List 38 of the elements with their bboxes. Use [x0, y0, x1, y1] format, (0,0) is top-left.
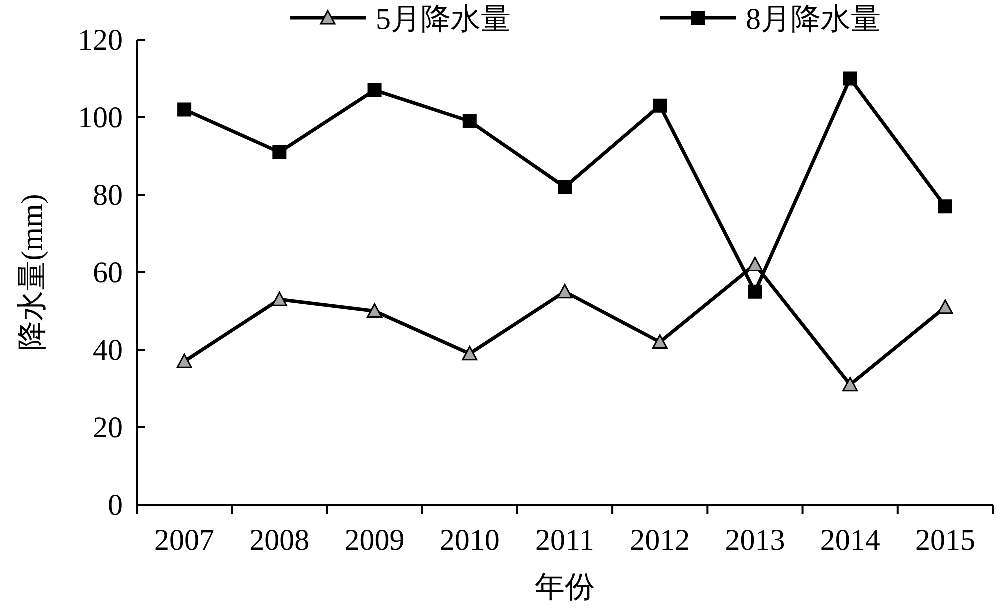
- y-tick-label: 20: [93, 412, 123, 444]
- point: [938, 300, 954, 314]
- x-tick-label: 2011: [536, 524, 594, 557]
- y-tick-label: 40: [93, 334, 123, 367]
- x-tick-label: 2009: [344, 524, 405, 557]
- legend-label: 5月降水量: [376, 3, 511, 36]
- point: [178, 102, 192, 117]
- y-tick-label: 120: [78, 24, 123, 57]
- point: [558, 180, 572, 194]
- point: [938, 200, 952, 214]
- point: [368, 83, 382, 98]
- legend-label: 8月降水量: [746, 3, 881, 36]
- x-tick-label: 2015: [915, 524, 976, 557]
- point: [367, 304, 383, 318]
- point: [176, 354, 192, 368]
- point: [652, 334, 668, 349]
- y-tick-label: 60: [93, 256, 123, 290]
- x-tick-label: 2010: [440, 524, 500, 557]
- point: [272, 145, 287, 160]
- point: [747, 257, 763, 272]
- point: [462, 346, 478, 361]
- y-axis-title: 降水量(mm): [16, 194, 49, 351]
- x-tick-label: 2007: [154, 524, 215, 557]
- x-tick-label: 2008: [250, 524, 310, 557]
- point: [842, 377, 858, 392]
- point: [843, 72, 858, 86]
- point: [462, 114, 477, 128]
- x-tick-label: 2013: [725, 524, 786, 557]
- point: [748, 284, 762, 299]
- x-axis-title: 年份: [535, 571, 595, 604]
- x-tick-label: 2014: [820, 524, 880, 557]
- point: [557, 284, 573, 299]
- y-tick-label: 0: [108, 489, 123, 522]
- y-tick-label: 80: [93, 179, 123, 212]
- point: [653, 98, 668, 113]
- y-tick-label: 100: [78, 102, 123, 134]
- x-tick-label: 2012: [630, 524, 690, 557]
- point: [272, 292, 288, 306]
